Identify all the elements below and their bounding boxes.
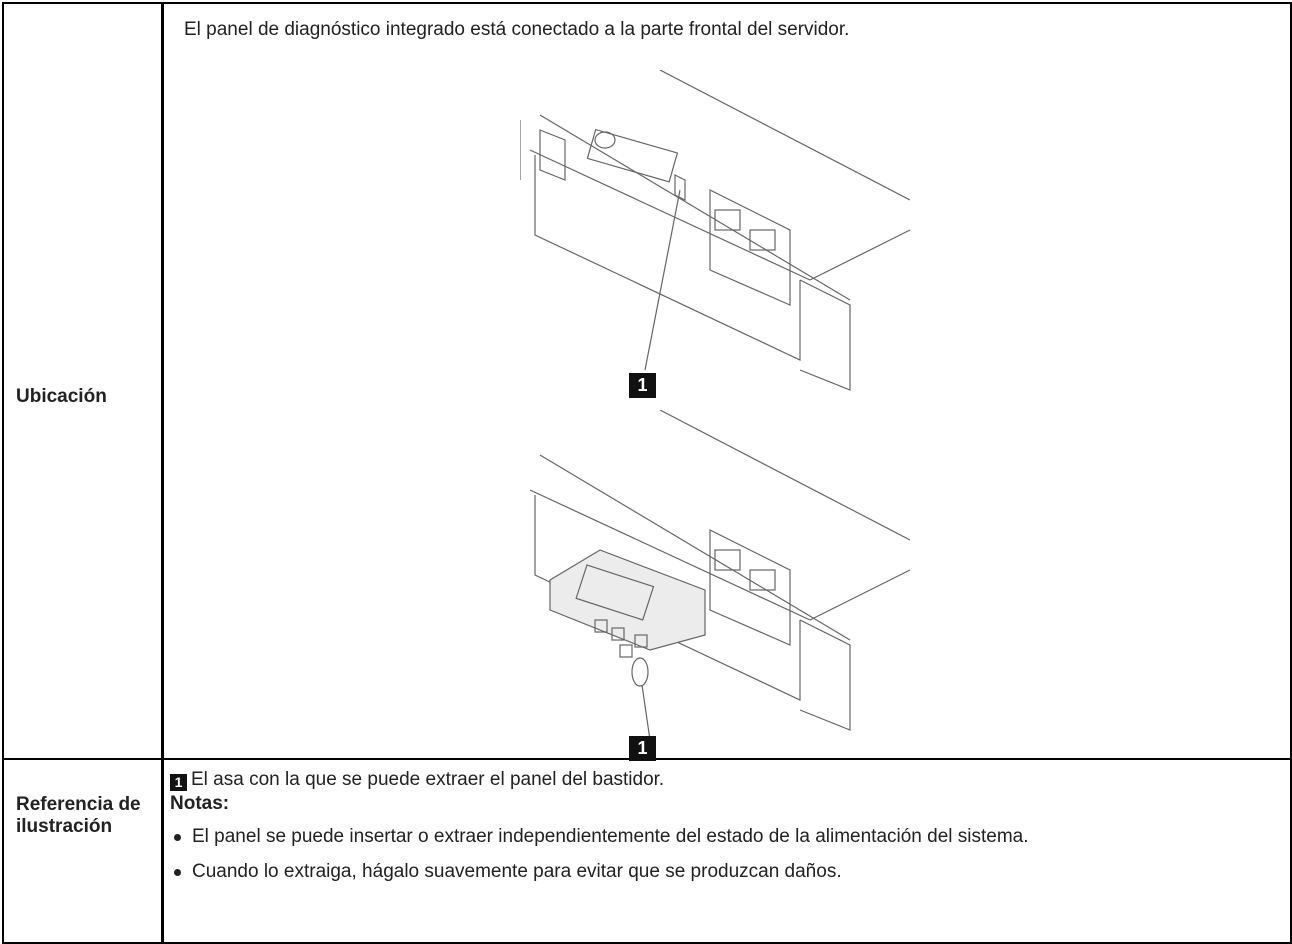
callout-description: 1 El asa con la que se puede extraer el p… bbox=[170, 768, 1280, 792]
description: El asa con la que se puede extraer el pa… bbox=[191, 769, 665, 790]
row-header: Ubicación bbox=[16, 386, 107, 407]
server-illustration bbox=[520, 70, 911, 391]
note: Cuando lo extraiga, hágalo suavemente pa… bbox=[170, 860, 1280, 884]
cell-text: El panel de diagnóstico integrado está c… bbox=[184, 19, 850, 40]
note: El panel se puede insertar o extraer ind… bbox=[170, 825, 1280, 849]
cell-content: 1 El asa con la que se puede extraer el p… bbox=[170, 768, 1280, 895]
notes-title: Notas: bbox=[170, 793, 230, 814]
notes-list: El panel se puede insertar o extraer ind… bbox=[170, 825, 1280, 884]
server-illustration bbox=[529, 410, 911, 741]
row-header: Referencia de ilustración bbox=[16, 794, 141, 837]
callout: 1 bbox=[629, 736, 656, 761]
callout: 1 bbox=[170, 774, 187, 791]
column-divider bbox=[161, 2, 164, 944]
callout: 1 bbox=[629, 373, 656, 398]
